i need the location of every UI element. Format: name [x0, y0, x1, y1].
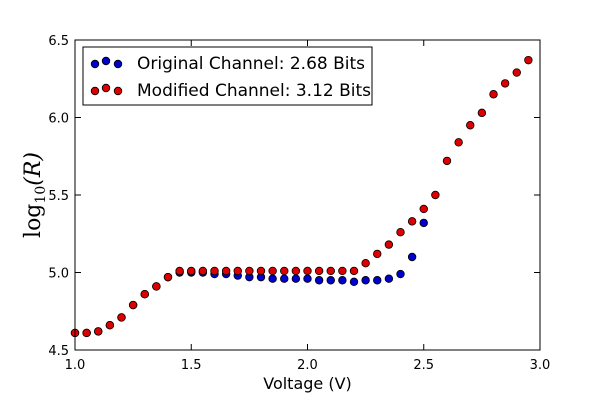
legend-marker — [101, 83, 111, 93]
y-axis-label-argument: (R) — [21, 152, 46, 186]
data-point — [314, 276, 324, 285]
y-tick-label: 6.5 — [48, 34, 69, 49]
data-point — [280, 274, 289, 283]
x-tick-label: 3.0 — [530, 358, 551, 373]
data-point — [140, 290, 149, 299]
legend-markers-modified — [90, 83, 123, 96]
data-point — [210, 266, 219, 276]
legend-marker — [90, 59, 100, 69]
data-point — [256, 266, 266, 276]
data-point — [500, 79, 510, 88]
data-point — [396, 269, 405, 279]
legend-marker — [101, 56, 111, 66]
data-point — [314, 266, 324, 276]
y-axis-label-base: log — [21, 204, 46, 238]
data-point — [245, 266, 254, 276]
axis-ticks: 1.0 1.5 2.0 2.5 3.0 4.5 5.0 5.5 6.0 6.5 — [48, 34, 550, 373]
data-point — [128, 300, 138, 310]
x-axis-label: Voltage (V) — [263, 374, 352, 393]
data-point — [291, 266, 301, 276]
data-point — [349, 266, 359, 276]
x-tick-label: 1.0 — [65, 358, 86, 373]
data-point — [152, 282, 161, 291]
y-tick-label: 4.5 — [48, 344, 69, 359]
legend-marker — [113, 86, 123, 96]
data-point — [94, 327, 103, 336]
data-point — [442, 156, 452, 166]
data-point — [198, 266, 208, 276]
data-point — [349, 277, 359, 286]
data-point — [338, 266, 347, 276]
data-point — [280, 266, 289, 276]
data-point — [82, 328, 91, 338]
data-point — [384, 274, 394, 283]
data-points — [70, 55, 533, 338]
y-axis-label: log10(R) — [21, 152, 49, 238]
data-point — [117, 313, 126, 322]
series-modified — [70, 55, 533, 338]
x-tick-label: 2.5 — [413, 358, 434, 373]
data-point — [524, 55, 533, 65]
data-point — [291, 274, 301, 283]
data-point — [233, 266, 242, 276]
legend-marker — [90, 86, 100, 96]
data-point — [163, 272, 173, 282]
data-point — [268, 274, 277, 283]
legend-label-modified: Modified Channel: 3.12 Bits — [137, 81, 371, 101]
data-point — [361, 259, 370, 268]
x-tick-label: 1.5 — [181, 358, 202, 373]
y-tick-label: 5.5 — [48, 189, 69, 204]
data-point — [361, 276, 370, 285]
legend-box — [82, 46, 373, 106]
data-point — [384, 240, 394, 249]
data-point — [175, 266, 184, 276]
y-axis-label-subscript: 10 — [33, 186, 49, 204]
legend-marker — [113, 59, 123, 69]
data-point — [512, 68, 521, 77]
data-point — [419, 204, 428, 214]
data-point — [466, 121, 475, 130]
data-point — [407, 217, 417, 226]
legend: Original Channel: 2.68 Bits Modified Cha… — [82, 46, 373, 106]
data-point — [489, 90, 498, 99]
data-point — [221, 266, 231, 276]
data-point — [477, 108, 487, 118]
data-point — [326, 266, 335, 276]
data-point — [407, 252, 417, 262]
data-point — [303, 266, 312, 276]
legend-label-original: Original Channel: 2.68 Bits — [137, 54, 365, 74]
y-tick-label: 5.0 — [48, 267, 69, 282]
data-point — [105, 321, 115, 330]
x-tick-label: 2.0 — [297, 358, 318, 373]
data-point — [396, 227, 405, 237]
data-point — [338, 276, 347, 285]
data-point — [373, 249, 382, 259]
y-tick-label: 6.0 — [48, 112, 69, 127]
data-point — [326, 276, 335, 285]
svg-text:log10(R): log10(R) — [21, 152, 49, 238]
data-point — [419, 218, 428, 228]
data-point — [454, 138, 463, 147]
data-point — [303, 274, 312, 283]
legend-markers-original — [90, 56, 123, 69]
data-point — [268, 266, 277, 276]
data-point — [373, 276, 382, 285]
data-point — [187, 266, 196, 276]
data-point — [431, 190, 440, 200]
